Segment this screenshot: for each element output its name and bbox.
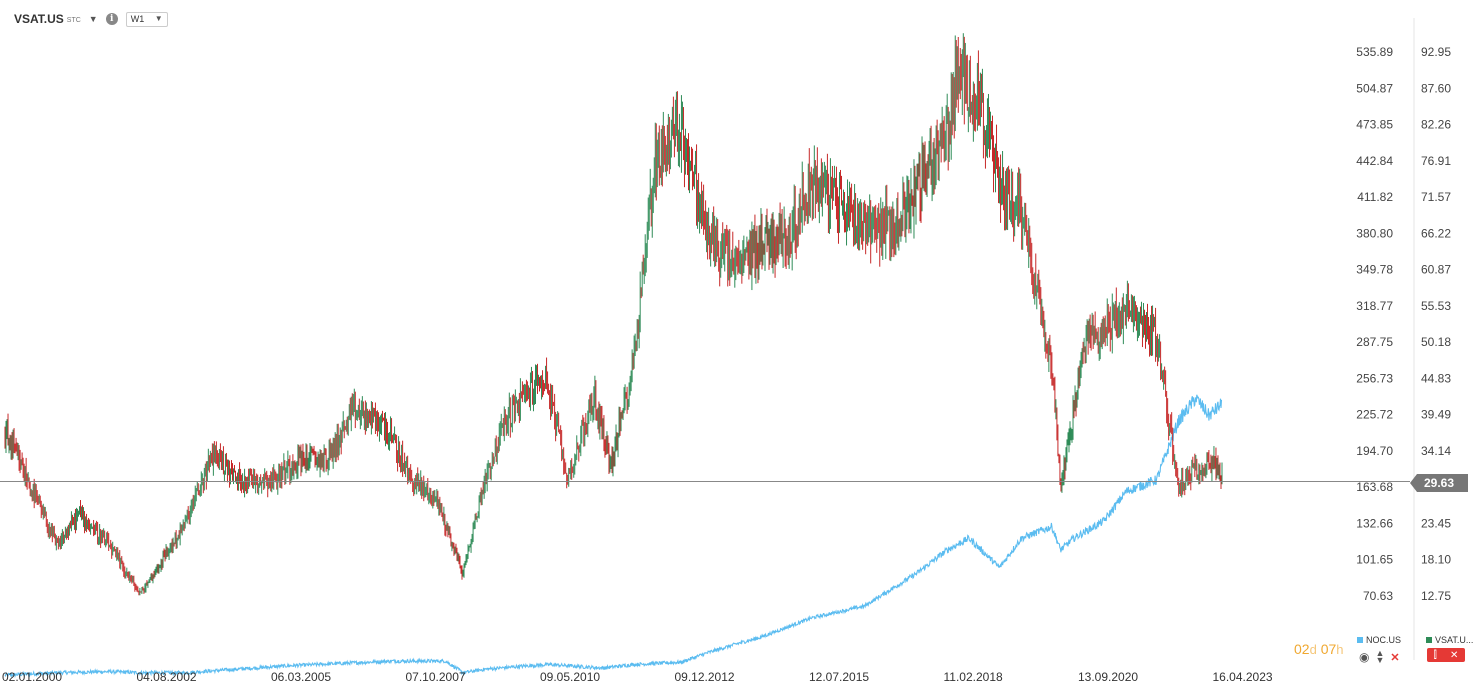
y-outer-tick-label: 23.45 [1421,516,1451,530]
legend-vsat-label: VSAT.U... [1435,635,1474,645]
vsat-swatch [1426,637,1432,643]
close-icon[interactable]: ✕ [1390,651,1400,664]
sort-icon[interactable]: ▲ ▼ [1375,648,1385,665]
countdown-hours: 07 [1320,641,1337,657]
y-inner-tick-label: 225.72 [1356,408,1393,422]
vsat-legend-controls[interactable]: ⫿ ✕ [1427,648,1465,662]
x-tick-label: 07.10.2007 [406,670,466,684]
noc-legend-controls: ◉ ▲ ▼ ✕ [1359,648,1400,665]
caret-down-icon[interactable]: ▼ [88,14,98,24]
y-outer-tick-label: 66.22 [1421,226,1451,240]
y-inner-tick-label: 380.80 [1356,226,1393,240]
y-inner-tick-label: 535.89 [1356,45,1393,59]
x-tick-label: 09.12.2012 [675,670,735,684]
eye-icon[interactable]: ◉ [1359,650,1370,664]
y-inner-tick-label: 411.82 [1357,190,1393,204]
vsat-candles [4,33,1223,596]
y-outer-tick-label: 55.53 [1421,299,1451,313]
legend-noc[interactable]: NOC.US [1357,635,1401,645]
noc-swatch [1357,637,1363,643]
x-tick-label: 06.03.2005 [271,670,331,684]
candle-countdown: 02d 07h [1294,641,1344,657]
y-outer-tick-label: 34.14 [1421,444,1451,458]
countdown-hours-unit: h [1336,642,1344,657]
y-inner-tick-label: 256.73 [1356,371,1393,385]
y-inner-tick-label: 442.84 [1356,154,1393,168]
x-tick-label: 13.09.2020 [1078,670,1138,684]
current-price-tag: 29.63 [1410,474,1468,492]
candlestick-icon[interactable]: ⫿ [1433,649,1437,661]
legend-noc-label: NOC.US [1366,635,1402,645]
y-inner-tick-label: 473.85 [1356,118,1393,132]
timeframe-select[interactable]: W1 ▼ [125,11,168,27]
chart-toolbar: VSAT.US STC ▼ i W1 ▼ [14,10,168,28]
x-axis: 02.01.2000 04.08.2002 06.03.2005 07.10.2007… [2,670,1273,684]
y-outer-tick-label: 87.60 [1421,81,1451,95]
legend-vsat[interactable]: VSAT.U... [1426,635,1473,645]
y-outer-tick-label: 71.57 [1421,190,1451,204]
x-tick-label: 12.07.2015 [809,670,869,684]
y-outer-tick-label: 12.75 [1421,589,1451,603]
y-axis-outer: 92.95 87.60 82.26 76.91 71.57 66.22 60.87 55.53… [1421,45,1451,603]
symbol-type-label: STC [66,17,81,24]
x-tick-label: 02.01.2000 [2,670,62,684]
y-inner-tick-label: 349.78 [1356,263,1393,277]
y-outer-tick-label: 60.87 [1421,263,1451,277]
y-inner-tick-label: 318.77 [1356,299,1393,313]
x-tick-label: 04.08.2002 [137,670,197,684]
x-tick-label: 16.04.2023 [1213,670,1273,684]
y-outer-tick-label: 82.26 [1421,118,1451,132]
noc-line [4,394,1223,678]
x-tick-label: 11.02.2018 [944,670,1003,684]
y-outer-tick-label: 44.83 [1421,371,1451,385]
y-outer-tick-label: 92.95 [1421,45,1451,59]
symbol-label[interactable]: VSAT.US [14,12,64,26]
y-outer-tick-label: 76.91 [1421,154,1451,168]
y-outer-tick-label: 39.49 [1421,408,1451,422]
y-inner-tick-label: 132.66 [1356,516,1393,530]
info-icon[interactable]: i [105,13,118,25]
close-icon[interactable]: ✕ [1450,649,1459,661]
y-axis-inner: 535.89 504.87 473.85 442.84 411.82 380.80 349.… [1356,45,1393,603]
y-inner-tick-label: 194.70 [1356,444,1393,458]
countdown-days: 02 [1294,641,1310,657]
y-inner-tick-label: 504.87 [1356,81,1393,95]
x-tick-label: 09.05.2010 [540,670,600,684]
y-outer-tick-label: 50.18 [1421,335,1451,349]
timeframe-value: W1 [130,14,145,24]
countdown-days-unit: d [1309,642,1317,657]
y-inner-tick-label: 70.63 [1363,589,1393,603]
y-outer-tick-label: 18.10 [1421,553,1451,567]
noc-series [4,394,1223,678]
y-inner-tick-label: 163.68 [1356,480,1393,494]
y-inner-tick-label: 287.75 [1356,335,1393,349]
chevron-down-icon: ▼ [154,13,163,23]
y-inner-tick-label: 101.65 [1356,553,1393,567]
